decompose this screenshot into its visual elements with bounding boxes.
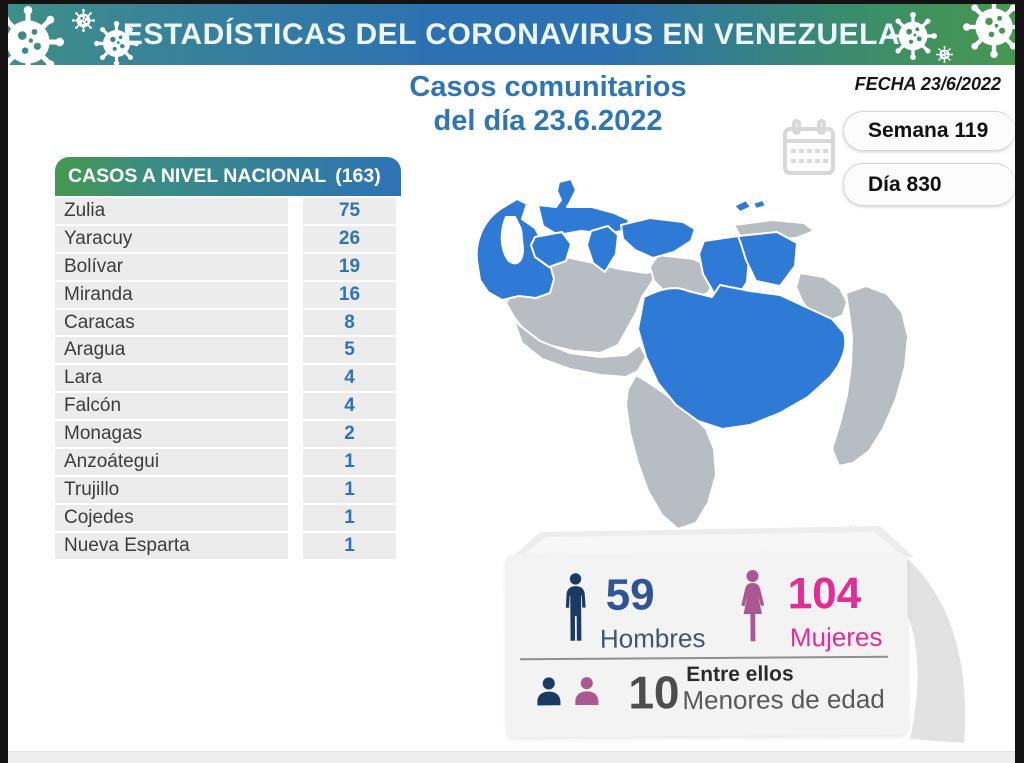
state-value: 2: [303, 421, 396, 448]
calendar-icon: [783, 119, 835, 175]
state-value: 16: [303, 281, 396, 308]
mujeres-count: 104: [787, 568, 862, 619]
dia-badge-label: Día 830: [868, 172, 942, 196]
table-row: Miranda 16: [55, 281, 401, 308]
map-state-bolivar: [637, 284, 847, 430]
page-title: ESTADÍSTICAS DEL CORONAVIRUS EN VENEZUEL…: [122, 18, 901, 51]
state-name: Caracas: [55, 309, 288, 336]
menores-line2: Menores de edad: [682, 683, 885, 716]
state-value: 19: [303, 253, 396, 280]
state-name: Bolívar: [55, 253, 288, 280]
state-name: Miranda: [55, 281, 288, 308]
menores-count: 10: [628, 666, 680, 719]
map-state-lara: [530, 231, 572, 268]
subtitle-line1: Casos comunitarios: [409, 71, 687, 103]
table-row: Zulia 75: [55, 198, 401, 224]
state-name: Falcón: [55, 393, 288, 420]
state-value: 4: [303, 365, 396, 392]
table-row: Aragua 5: [55, 337, 401, 364]
dia-badge: Día 830: [843, 163, 1015, 206]
state-value: 1: [303, 532, 396, 559]
card-curl-decoration: [510, 525, 966, 743]
state-name: Yaracuy: [55, 225, 288, 252]
girl-bust-icon: [570, 676, 603, 706]
cases-table-total: (163): [335, 165, 381, 187]
man-icon: [557, 569, 594, 649]
cases-table-title: CASOS A NIVEL NACIONAL: [68, 165, 327, 187]
subtitle: Casos comunitarios del día 23.6.2022: [358, 70, 738, 138]
woman-icon: [733, 568, 772, 648]
table-row: Cojedes 1: [55, 504, 401, 531]
state-value: 1: [303, 476, 396, 503]
hombres-count: 59: [605, 570, 655, 620]
table-row: Falcón 4: [55, 393, 401, 420]
table-row: Monagas 2: [55, 421, 401, 448]
subtitle-line2: del día 23.6.2022: [433, 105, 663, 137]
map-state-amazonas: [625, 374, 717, 530]
map-state-north-central: [620, 217, 696, 259]
title-banner: ESTADÍSTICAS DEL CORONAVIRUS EN VENEZUEL…: [8, 4, 1015, 65]
state-value: 75: [303, 198, 396, 224]
state-name: Lara: [55, 365, 288, 392]
state-name: Trujillo: [55, 476, 288, 503]
table-row: Trujillo 1: [55, 476, 401, 503]
boy-bust-icon: [532, 676, 565, 706]
gender-stats-card: 59 Hombres 104 Mujeres 10 Entre ellos Me…: [505, 551, 909, 738]
state-value: 1: [303, 504, 396, 531]
state-name: Aragua: [55, 337, 288, 364]
state-name: Zulia: [55, 198, 288, 224]
table-row: Yaracuy 26: [55, 225, 401, 252]
state-value: 1: [303, 449, 396, 475]
cases-table-body: Zulia 75 Yaracuy 26 Bolívar 19 Miranda 16 Ca…: [55, 198, 401, 559]
table-row: Caracas 8: [55, 309, 401, 336]
table-row: Bolívar 19: [55, 253, 401, 280]
map-state-monagas: [737, 231, 798, 287]
divider: [520, 655, 889, 661]
semana-badge: Semana 119: [843, 111, 1015, 151]
menores-line1: Entre ellos: [686, 662, 794, 687]
map-state-apure: [513, 320, 647, 378]
state-value: 26: [303, 225, 396, 252]
state-value: 8: [303, 309, 396, 336]
state-name: Anzoátegui: [55, 449, 288, 475]
venezuela-map: [475, 178, 909, 530]
map-state-nueva-esparta: [733, 199, 767, 213]
map-state-falcon: [537, 178, 630, 236]
map-state-yaracuy: [586, 225, 619, 273]
cases-table-header: CASOS A NIVEL NACIONAL (163): [55, 157, 401, 196]
cases-table: CASOS A NIVEL NACIONAL (163) Zulia 75 Yar…: [55, 157, 401, 559]
mujeres-label: Mujeres: [789, 621, 883, 653]
fecha-label: FECHA 23/6/2022: [854, 74, 1001, 94]
hombres-label: Hombres: [599, 623, 706, 654]
map-region-east: [831, 285, 909, 467]
semana-badge-label: Semana 119: [868, 119, 989, 142]
table-row: Lara 4: [55, 365, 401, 392]
state-name: Cojedes: [55, 504, 288, 531]
infographic-canvas: ESTADÍSTICAS DEL CORONAVIRUS EN VENEZUEL…: [8, 4, 1015, 763]
bottom-strip: [8, 751, 1015, 763]
state-name: Monagas: [55, 421, 288, 448]
table-row: Anzoátegui 1: [55, 449, 401, 475]
state-value: 5: [303, 337, 396, 364]
state-name: Nueva Esparta: [55, 532, 288, 559]
table-row: Nueva Esparta 1: [55, 532, 401, 559]
map-state-zulia: [475, 198, 555, 301]
state-value: 4: [303, 393, 396, 420]
